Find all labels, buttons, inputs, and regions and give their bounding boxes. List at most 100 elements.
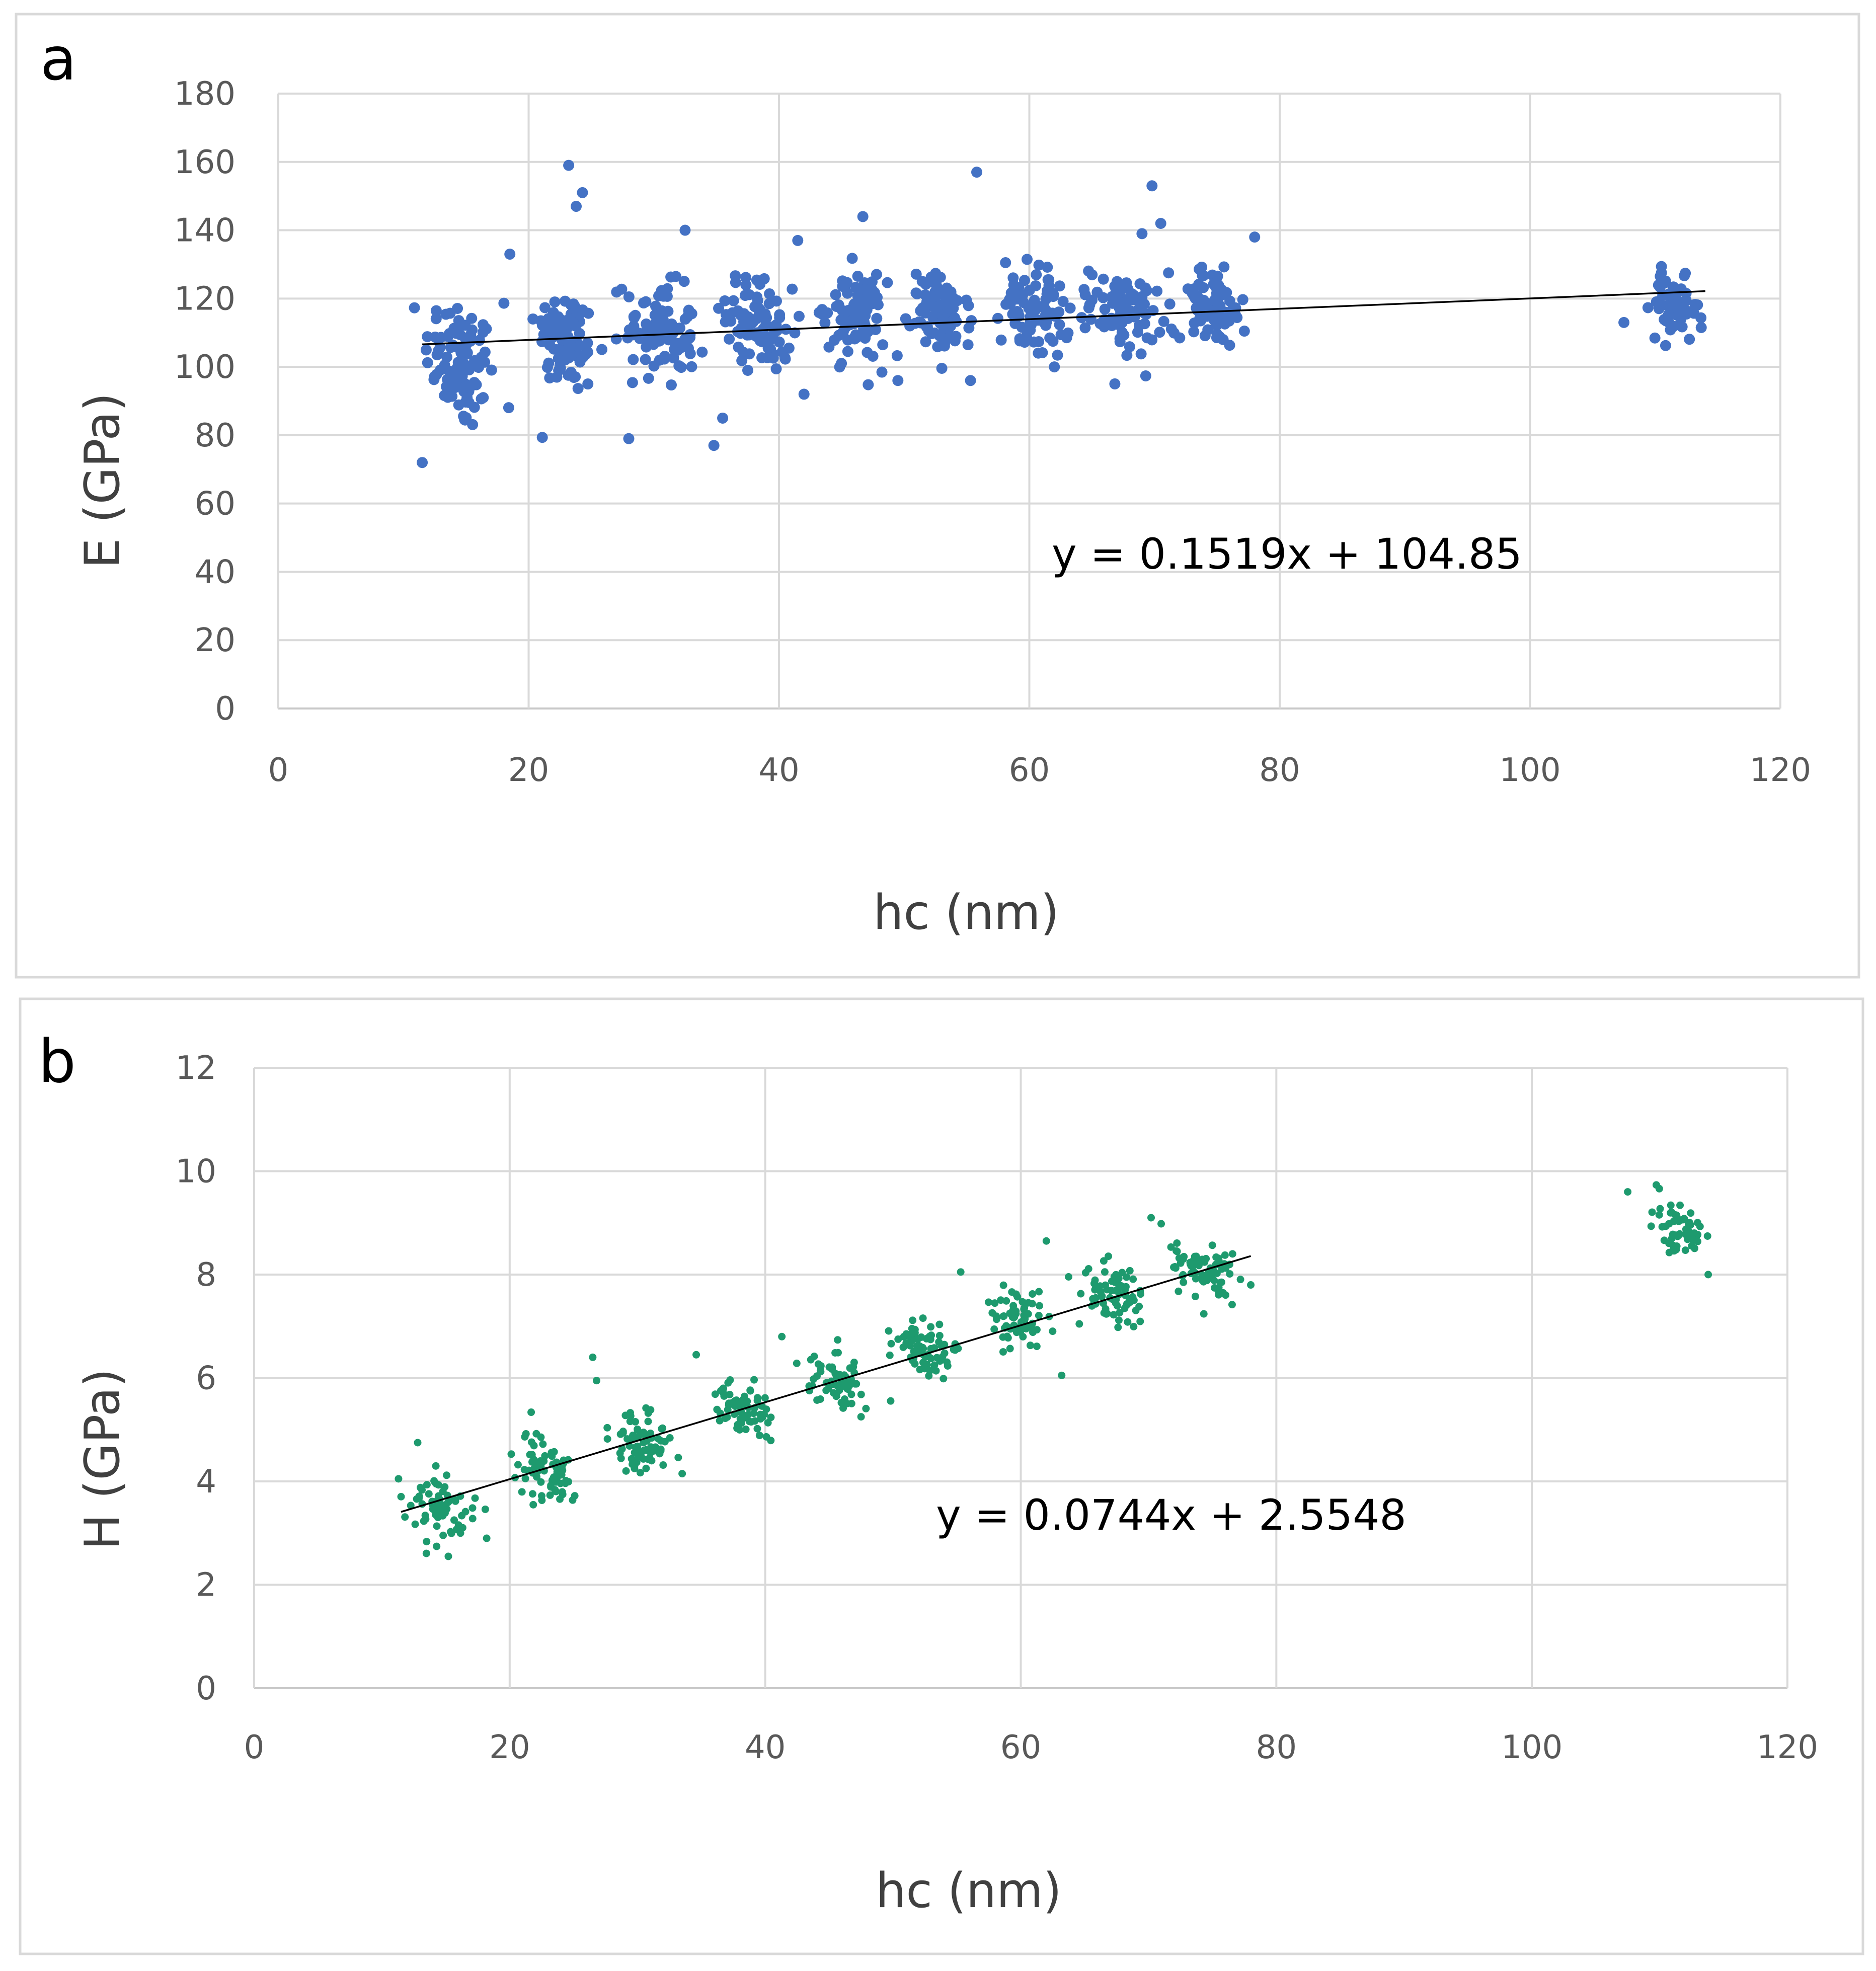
data-point-outlier bbox=[1146, 180, 1158, 192]
data-point bbox=[999, 1312, 1007, 1320]
data-point bbox=[627, 1412, 635, 1420]
data-point bbox=[453, 399, 464, 411]
data-point-outlier bbox=[1624, 1188, 1632, 1196]
data-point bbox=[1049, 1327, 1057, 1335]
data-point-outlier bbox=[417, 457, 428, 468]
data-point bbox=[1687, 1209, 1695, 1217]
data-point bbox=[411, 1520, 419, 1528]
data-point bbox=[1215, 1291, 1223, 1299]
x-tick-label: 40 bbox=[745, 1729, 786, 1766]
data-point-outlier bbox=[965, 375, 976, 386]
data-point-outlier bbox=[798, 388, 810, 400]
data-point bbox=[1118, 1269, 1126, 1277]
data-point bbox=[742, 1426, 750, 1434]
data-point bbox=[551, 371, 563, 383]
data-point bbox=[1194, 264, 1205, 275]
data-point bbox=[1660, 340, 1671, 351]
data-point bbox=[740, 272, 752, 283]
data-point bbox=[1126, 1267, 1134, 1275]
data-point bbox=[1662, 290, 1674, 301]
y-tick-label: 12 bbox=[176, 1050, 216, 1087]
data-point bbox=[432, 1462, 440, 1470]
data-point bbox=[1132, 327, 1143, 338]
data-point bbox=[1054, 280, 1065, 292]
data-point bbox=[422, 1549, 430, 1557]
data-point bbox=[1118, 329, 1130, 341]
panel-a-y-axis-label: E (GPa) bbox=[75, 392, 130, 568]
data-point bbox=[919, 1344, 927, 1352]
data-point bbox=[755, 1432, 763, 1440]
data-point bbox=[468, 377, 480, 388]
data-point bbox=[1703, 1232, 1711, 1240]
data-point bbox=[736, 355, 748, 366]
data-point bbox=[686, 361, 697, 372]
data-point-outlier bbox=[792, 234, 804, 246]
data-point bbox=[834, 361, 845, 373]
data-point bbox=[1213, 280, 1224, 291]
data-point bbox=[912, 1348, 920, 1356]
data-point bbox=[451, 1497, 459, 1505]
data-point bbox=[760, 330, 771, 342]
data-point-outlier bbox=[1155, 217, 1166, 229]
y-tick-label: 0 bbox=[215, 690, 236, 728]
data-point bbox=[1688, 1242, 1696, 1250]
data-point bbox=[1121, 350, 1133, 361]
data-point bbox=[1115, 280, 1127, 291]
y-tick-label: 40 bbox=[195, 554, 236, 591]
panel-a: a 0 20 40 60 80 100 120 140 160 180 0 20 40 60 80 100 1… bbox=[15, 13, 1860, 979]
y-tick-label: 6 bbox=[196, 1360, 216, 1397]
data-point bbox=[720, 316, 731, 328]
data-point bbox=[481, 323, 492, 335]
data-point bbox=[990, 1325, 998, 1333]
data-point bbox=[638, 297, 650, 309]
data-point bbox=[632, 1443, 640, 1451]
data-point-outlier bbox=[708, 440, 720, 451]
panel-b-trend-equation: y = 0.0744x + 2.5548 bbox=[936, 1490, 1406, 1540]
data-point bbox=[1098, 273, 1109, 285]
data-point bbox=[1214, 308, 1226, 320]
data-point bbox=[659, 353, 670, 365]
data-point bbox=[940, 1375, 948, 1383]
panel-b-gridlines bbox=[253, 1067, 1788, 1689]
data-point bbox=[1136, 300, 1148, 312]
data-point bbox=[443, 1471, 451, 1479]
data-point bbox=[1135, 348, 1147, 360]
data-point bbox=[458, 1524, 466, 1532]
data-point bbox=[1040, 320, 1052, 331]
data-point bbox=[852, 270, 864, 282]
data-point bbox=[876, 366, 888, 378]
data-point bbox=[1673, 1211, 1681, 1219]
data-point bbox=[732, 305, 744, 317]
data-point bbox=[642, 1464, 650, 1472]
data-point bbox=[1086, 294, 1098, 306]
data-point bbox=[871, 269, 882, 280]
data-point bbox=[747, 1418, 755, 1426]
data-point bbox=[743, 289, 755, 300]
data-point bbox=[914, 1335, 922, 1343]
data-point bbox=[1064, 302, 1076, 314]
data-point bbox=[439, 1487, 447, 1495]
data-point bbox=[1109, 293, 1120, 305]
data-point bbox=[532, 1430, 540, 1438]
data-point bbox=[1642, 302, 1654, 313]
data-point-outlier bbox=[1049, 361, 1060, 373]
data-point bbox=[1218, 261, 1230, 273]
data-point bbox=[432, 1509, 440, 1517]
data-point bbox=[1690, 1229, 1698, 1237]
data-point bbox=[1191, 1292, 1199, 1300]
data-point bbox=[789, 327, 801, 339]
x-tick-label: 0 bbox=[244, 1729, 265, 1766]
data-point bbox=[503, 402, 514, 414]
data-point bbox=[673, 360, 685, 371]
data-point bbox=[872, 291, 883, 303]
data-point bbox=[1189, 318, 1200, 329]
data-point bbox=[911, 288, 923, 299]
data-point bbox=[1019, 1298, 1027, 1306]
data-point bbox=[1672, 1231, 1680, 1239]
data-point bbox=[633, 327, 644, 339]
data-point bbox=[696, 346, 708, 358]
data-point bbox=[636, 1469, 644, 1477]
data-point-outlier bbox=[1247, 1281, 1255, 1289]
data-point bbox=[1679, 1216, 1687, 1224]
data-point bbox=[1030, 280, 1042, 291]
